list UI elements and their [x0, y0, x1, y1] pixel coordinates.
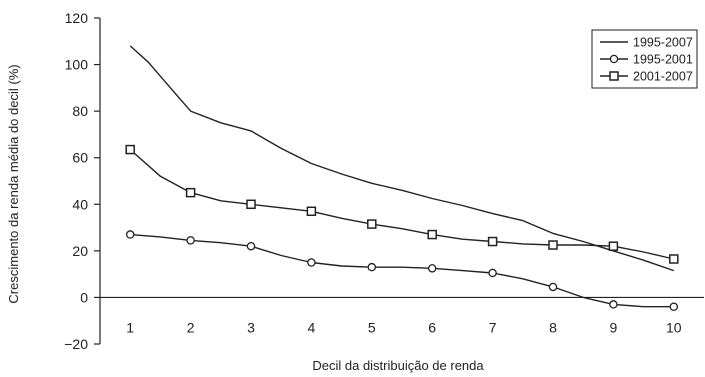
data-point-square: [608, 241, 619, 251]
x-axis: 1 2 3 4 5 6 7 8 9 10: [100, 296, 704, 335]
series-line: [130, 233, 674, 308]
x-tick-label: 8: [549, 319, 557, 335]
x-tick-label: 6: [428, 319, 436, 335]
y-tick-label: 100: [65, 57, 89, 73]
legend-label: 2001-2007: [633, 70, 693, 84]
data-point-square: [548, 240, 558, 250]
x-tick-label: 4: [308, 319, 316, 335]
data-point-circle: [246, 241, 256, 251]
x-tick-label: 7: [489, 319, 497, 335]
y-tick-label: 80: [72, 103, 88, 119]
data-point-square: [306, 206, 317, 217]
y-tick-label: 0: [80, 289, 88, 305]
legend-marker-square: [609, 71, 619, 81]
x-tick-label: 2: [187, 319, 195, 335]
data-point-circle: [609, 300, 618, 309]
legend-marker-circle: [609, 54, 619, 64]
data-point-circle: [186, 236, 195, 245]
data-point-circle: [367, 262, 377, 272]
x-tick-label: 9: [610, 319, 618, 335]
series-1995-2001: [125, 230, 679, 311]
data-point-square: [669, 254, 679, 264]
data-point-square: [367, 219, 377, 229]
data-point-square: [487, 236, 498, 247]
series-line: [129, 45, 675, 272]
legend-label: 1995-2007: [633, 36, 693, 50]
y-tick-label: 20: [72, 243, 88, 259]
data-point-circle: [307, 258, 316, 267]
y-axis: −20 0 20 40 60 80 100 120: [64, 10, 101, 352]
data-point-circle: [427, 264, 437, 273]
series-line: [129, 149, 674, 260]
data-point-circle: [669, 302, 679, 311]
series-1995-2007: [129, 45, 675, 272]
series-2001-2007: [125, 144, 679, 264]
data-point-square: [185, 187, 196, 198]
y-tick-label: 40: [72, 196, 88, 212]
x-axis-title: Decil da distribuição de renda: [312, 358, 484, 373]
x-tick-label: 3: [247, 319, 255, 335]
data-point-square: [427, 229, 437, 240]
series-layer: [125, 45, 679, 311]
y-tick-label: 120: [65, 10, 89, 26]
x-tick-label: 10: [666, 319, 682, 335]
y-tick-label: 60: [72, 150, 88, 166]
legend-label: 1995-2001: [633, 53, 693, 67]
data-point-circle: [548, 282, 558, 292]
y-axis-title: Crescimento da renda média do decil (%): [6, 64, 21, 303]
data-point-square: [246, 199, 256, 210]
x-tick-label: 1: [126, 319, 134, 335]
x-tick-label: 5: [368, 319, 376, 335]
data-point-circle: [488, 268, 497, 278]
data-point-circle: [125, 230, 135, 239]
y-tick-label: −20: [64, 336, 88, 352]
legend: 1995-2007 1995-2001 2001-2007: [591, 29, 698, 89]
data-point-square: [125, 144, 135, 155]
